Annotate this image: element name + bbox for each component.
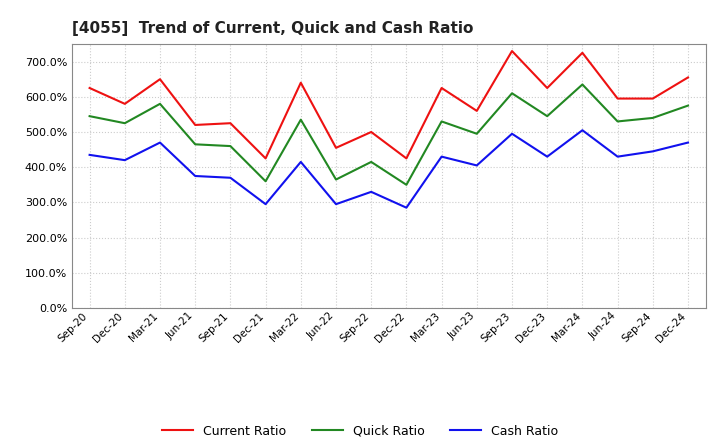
Quick Ratio <box>332 177 341 182</box>
Current Ratio <box>508 48 516 54</box>
Quick Ratio <box>191 142 199 147</box>
Legend: Current Ratio, Quick Ratio, Cash Ratio: Current Ratio, Quick Ratio, Cash Ratio <box>157 420 563 440</box>
Quick Ratio <box>85 114 94 119</box>
Cash Ratio <box>191 173 199 179</box>
Cash Ratio <box>297 159 305 165</box>
Cash Ratio <box>649 149 657 154</box>
Quick Ratio <box>684 103 693 108</box>
Quick Ratio <box>543 114 552 119</box>
Current Ratio <box>156 77 164 82</box>
Cash Ratio <box>578 128 587 133</box>
Line: Quick Ratio: Quick Ratio <box>89 84 688 185</box>
Cash Ratio <box>508 131 516 136</box>
Cash Ratio <box>332 202 341 207</box>
Cash Ratio <box>367 189 376 194</box>
Cash Ratio <box>613 154 622 159</box>
Current Ratio <box>120 101 129 106</box>
Cash Ratio <box>472 163 481 168</box>
Current Ratio <box>649 96 657 101</box>
Line: Cash Ratio: Cash Ratio <box>89 130 688 208</box>
Cash Ratio <box>437 154 446 159</box>
Quick Ratio <box>156 101 164 106</box>
Current Ratio <box>613 96 622 101</box>
Current Ratio <box>578 50 587 55</box>
Quick Ratio <box>226 143 235 149</box>
Quick Ratio <box>297 117 305 122</box>
Quick Ratio <box>367 159 376 165</box>
Cash Ratio <box>543 154 552 159</box>
Quick Ratio <box>508 91 516 96</box>
Current Ratio <box>684 75 693 80</box>
Quick Ratio <box>120 121 129 126</box>
Current Ratio <box>367 129 376 135</box>
Quick Ratio <box>578 82 587 87</box>
Current Ratio <box>543 85 552 91</box>
Current Ratio <box>402 156 410 161</box>
Quick Ratio <box>402 182 410 187</box>
Current Ratio <box>226 121 235 126</box>
Cash Ratio <box>156 140 164 145</box>
Cash Ratio <box>226 175 235 180</box>
Current Ratio <box>191 122 199 128</box>
Current Ratio <box>85 85 94 91</box>
Cash Ratio <box>684 140 693 145</box>
Cash Ratio <box>120 158 129 163</box>
Quick Ratio <box>437 119 446 124</box>
Quick Ratio <box>261 179 270 184</box>
Quick Ratio <box>613 119 622 124</box>
Current Ratio <box>297 80 305 85</box>
Text: [4055]  Trend of Current, Quick and Cash Ratio: [4055] Trend of Current, Quick and Cash … <box>72 21 473 36</box>
Cash Ratio <box>85 152 94 158</box>
Cash Ratio <box>402 205 410 210</box>
Current Ratio <box>437 85 446 91</box>
Quick Ratio <box>472 131 481 136</box>
Current Ratio <box>332 145 341 150</box>
Current Ratio <box>472 108 481 114</box>
Line: Current Ratio: Current Ratio <box>89 51 688 158</box>
Cash Ratio <box>261 202 270 207</box>
Current Ratio <box>261 156 270 161</box>
Quick Ratio <box>649 115 657 121</box>
